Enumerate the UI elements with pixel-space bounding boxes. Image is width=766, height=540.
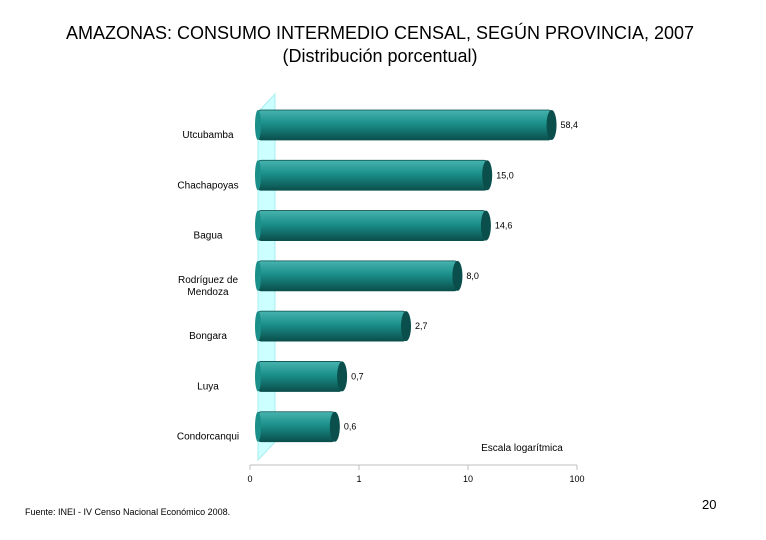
bar [255, 210, 491, 241]
bar-body [257, 210, 487, 241]
x-tick-label: 1 [356, 474, 361, 484]
category-label: Chachapoyas [177, 180, 238, 191]
bar-start-cap [255, 361, 261, 392]
bar-end-cap [546, 110, 557, 140]
category-label: Condorcanqui [177, 432, 239, 443]
category-label: Rodríguez de Mendoza [178, 275, 238, 298]
bar-value-label: 0,7 [351, 371, 364, 381]
bar-value-label: 14,6 [495, 221, 513, 231]
bar [255, 109, 557, 141]
bar-value-label: 15,0 [496, 170, 514, 180]
bar-end-cap [452, 260, 463, 291]
category-label: Bagua [194, 231, 223, 242]
bar-start-cap [255, 110, 261, 140]
bar-end-cap [329, 411, 340, 442]
bar-value-label: 8,0 [466, 271, 479, 281]
x-tick-label: 100 [569, 474, 584, 484]
category-label: Luya [197, 381, 219, 392]
bar-end-cap [480, 210, 491, 241]
category-label: Utcubamba [182, 130, 234, 141]
bar-value-label: 58,4 [561, 120, 579, 130]
bar-start-cap [255, 260, 261, 291]
bar-body [257, 310, 407, 342]
bar-end-cap [482, 160, 493, 191]
bar-end-cap [337, 361, 348, 392]
bar-end-cap [401, 311, 412, 342]
bar-body [257, 411, 336, 443]
x-tick-label: 0 [247, 474, 252, 484]
source-note: Fuente: INEI - IV Censo Nacional Económi… [25, 507, 231, 517]
category-label-line: Mendoza [187, 287, 229, 298]
bar-value-label: 0,6 [344, 422, 357, 432]
category-label: Bongara [189, 331, 227, 342]
bar-body [257, 361, 343, 392]
page-number: 20 [702, 497, 717, 512]
bar-start-cap [255, 160, 261, 191]
category-label-line: Utcubamba [182, 130, 234, 141]
category-label-line: Luya [197, 381, 219, 392]
chart-subtitle: (Distribución porcentual) [282, 46, 478, 66]
bar [255, 411, 340, 443]
category-label-line: Chachapoyas [177, 180, 238, 191]
bar-value-label: 2,7 [415, 321, 428, 331]
x-tick-label: 10 [463, 474, 473, 484]
category-label-line: Bongara [189, 331, 227, 342]
chart-title: AMAZONAS: CONSUMO INTERMEDIO CENSAL, SEG… [0, 22, 760, 68]
bar [255, 310, 412, 342]
chart-title-line-1: AMAZONAS: CONSUMO INTERMEDIO CENSAL, SEG… [65, 23, 695, 43]
bar [255, 361, 348, 392]
bar-body [257, 260, 458, 292]
bar-body [257, 159, 488, 191]
category-label-line: Rodríguez de [178, 275, 238, 286]
bar-start-cap [255, 210, 261, 241]
scale-note: Escala logarítmica [481, 443, 563, 454]
bar-start-cap [255, 311, 261, 342]
bar-start-cap [255, 411, 261, 442]
bar [255, 159, 493, 191]
category-label-line: Bagua [194, 231, 223, 242]
bar [255, 260, 463, 292]
category-label-line: Condorcanqui [177, 432, 239, 443]
bar-body [257, 109, 552, 141]
